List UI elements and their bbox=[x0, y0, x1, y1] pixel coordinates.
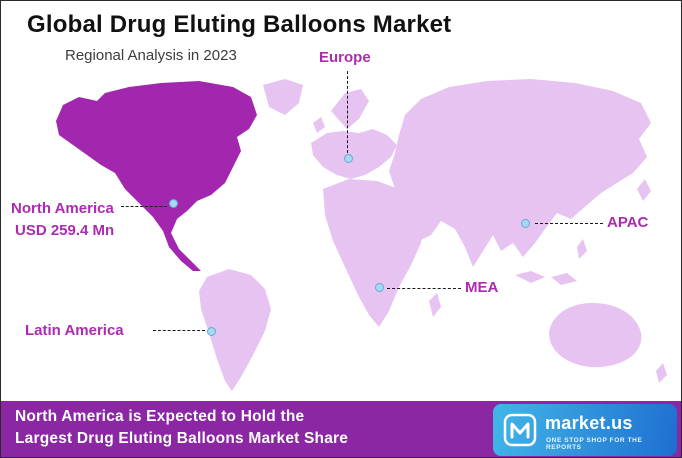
region-greenland-shape bbox=[263, 79, 303, 115]
region-japan-shape bbox=[637, 179, 651, 201]
region-south-america-shape bbox=[199, 269, 271, 391]
region-scandinavia-shape bbox=[331, 89, 369, 129]
region-uk-shape bbox=[313, 117, 325, 133]
europe-connector-line bbox=[347, 71, 348, 153]
marketus-logo: market.us ONE STOP SHOP FOR THE REPORTS bbox=[493, 404, 677, 456]
latin-america-connector-line bbox=[153, 330, 205, 331]
region-philippines-shape bbox=[577, 239, 587, 259]
marketus-tagline-text: ONE STOP SHOP FOR THE REPORTS bbox=[546, 437, 643, 451]
page-subtitle: Regional Analysis in 2023 bbox=[65, 47, 237, 64]
marketus-logo-icon bbox=[503, 413, 537, 447]
region-indonesia-shape bbox=[515, 271, 545, 283]
north-america-connector-line bbox=[121, 206, 167, 207]
world-map bbox=[56, 79, 667, 391]
region-madagascar-shape bbox=[429, 293, 441, 317]
footer-text-line2: Largest Drug Eluting Balloons Market Sha… bbox=[15, 430, 349, 447]
region-new-zealand-shape bbox=[656, 363, 667, 383]
latin-america-label: Latin America bbox=[25, 322, 124, 339]
footer-text-line1: North America is Expected to Hold the bbox=[15, 408, 305, 425]
north-america-label: North America bbox=[11, 200, 114, 217]
apac-connector-line bbox=[535, 223, 603, 224]
marketus-brand-text: market.us bbox=[545, 413, 633, 433]
region-europe-shape bbox=[311, 129, 397, 179]
apac-label: APAC bbox=[607, 214, 649, 231]
page-title: Global Drug Eluting Balloons Market bbox=[27, 11, 452, 38]
region-africa-shape bbox=[323, 179, 423, 327]
mea-label: MEA bbox=[465, 279, 499, 296]
region-north-america-shape bbox=[56, 81, 257, 271]
apac-marker-dot bbox=[521, 219, 530, 228]
europe-label: Europe bbox=[319, 49, 371, 66]
north-america-value: USD 259.4 Mn bbox=[15, 222, 115, 239]
region-australia-shape bbox=[549, 303, 642, 368]
north-america-marker-dot bbox=[169, 199, 178, 208]
mea-marker-dot bbox=[375, 283, 384, 292]
europe-marker-dot bbox=[344, 154, 353, 163]
region-indonesia-east-shape bbox=[551, 273, 577, 285]
mea-connector-line bbox=[387, 288, 461, 289]
latin-america-marker-dot bbox=[207, 327, 216, 336]
region-asia-shape bbox=[389, 79, 651, 267]
